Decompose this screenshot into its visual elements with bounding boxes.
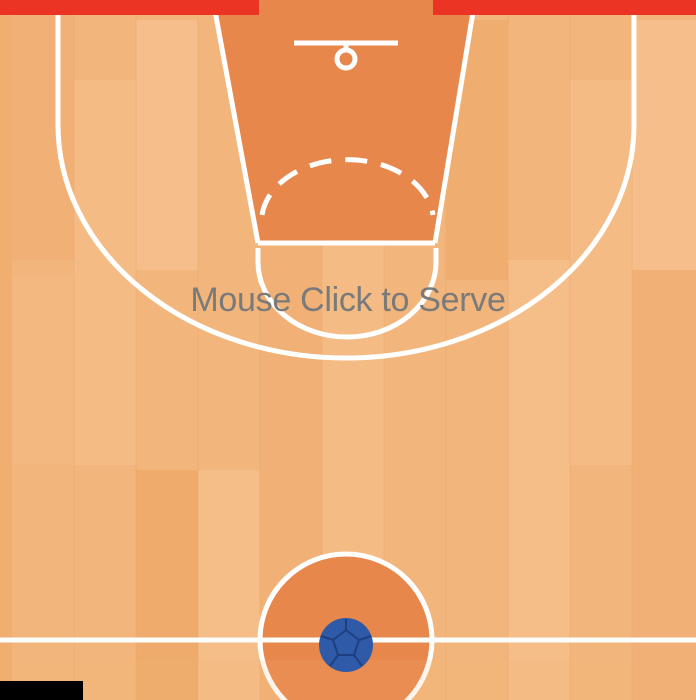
- brick-right: [433, 0, 696, 15]
- three-point-line: [55, 0, 637, 361]
- free-throw-circle: [255, 248, 439, 340]
- free-throw-lane-lines: [210, 0, 478, 246]
- paddle[interactable]: [0, 681, 83, 700]
- free-throw-dashed-arc: [259, 157, 436, 216]
- serve-message: Mouse Click to Serve: [190, 281, 506, 319]
- brick-left: [0, 0, 259, 15]
- hoop-rim: [334, 47, 358, 71]
- ball-icon: [319, 618, 373, 672]
